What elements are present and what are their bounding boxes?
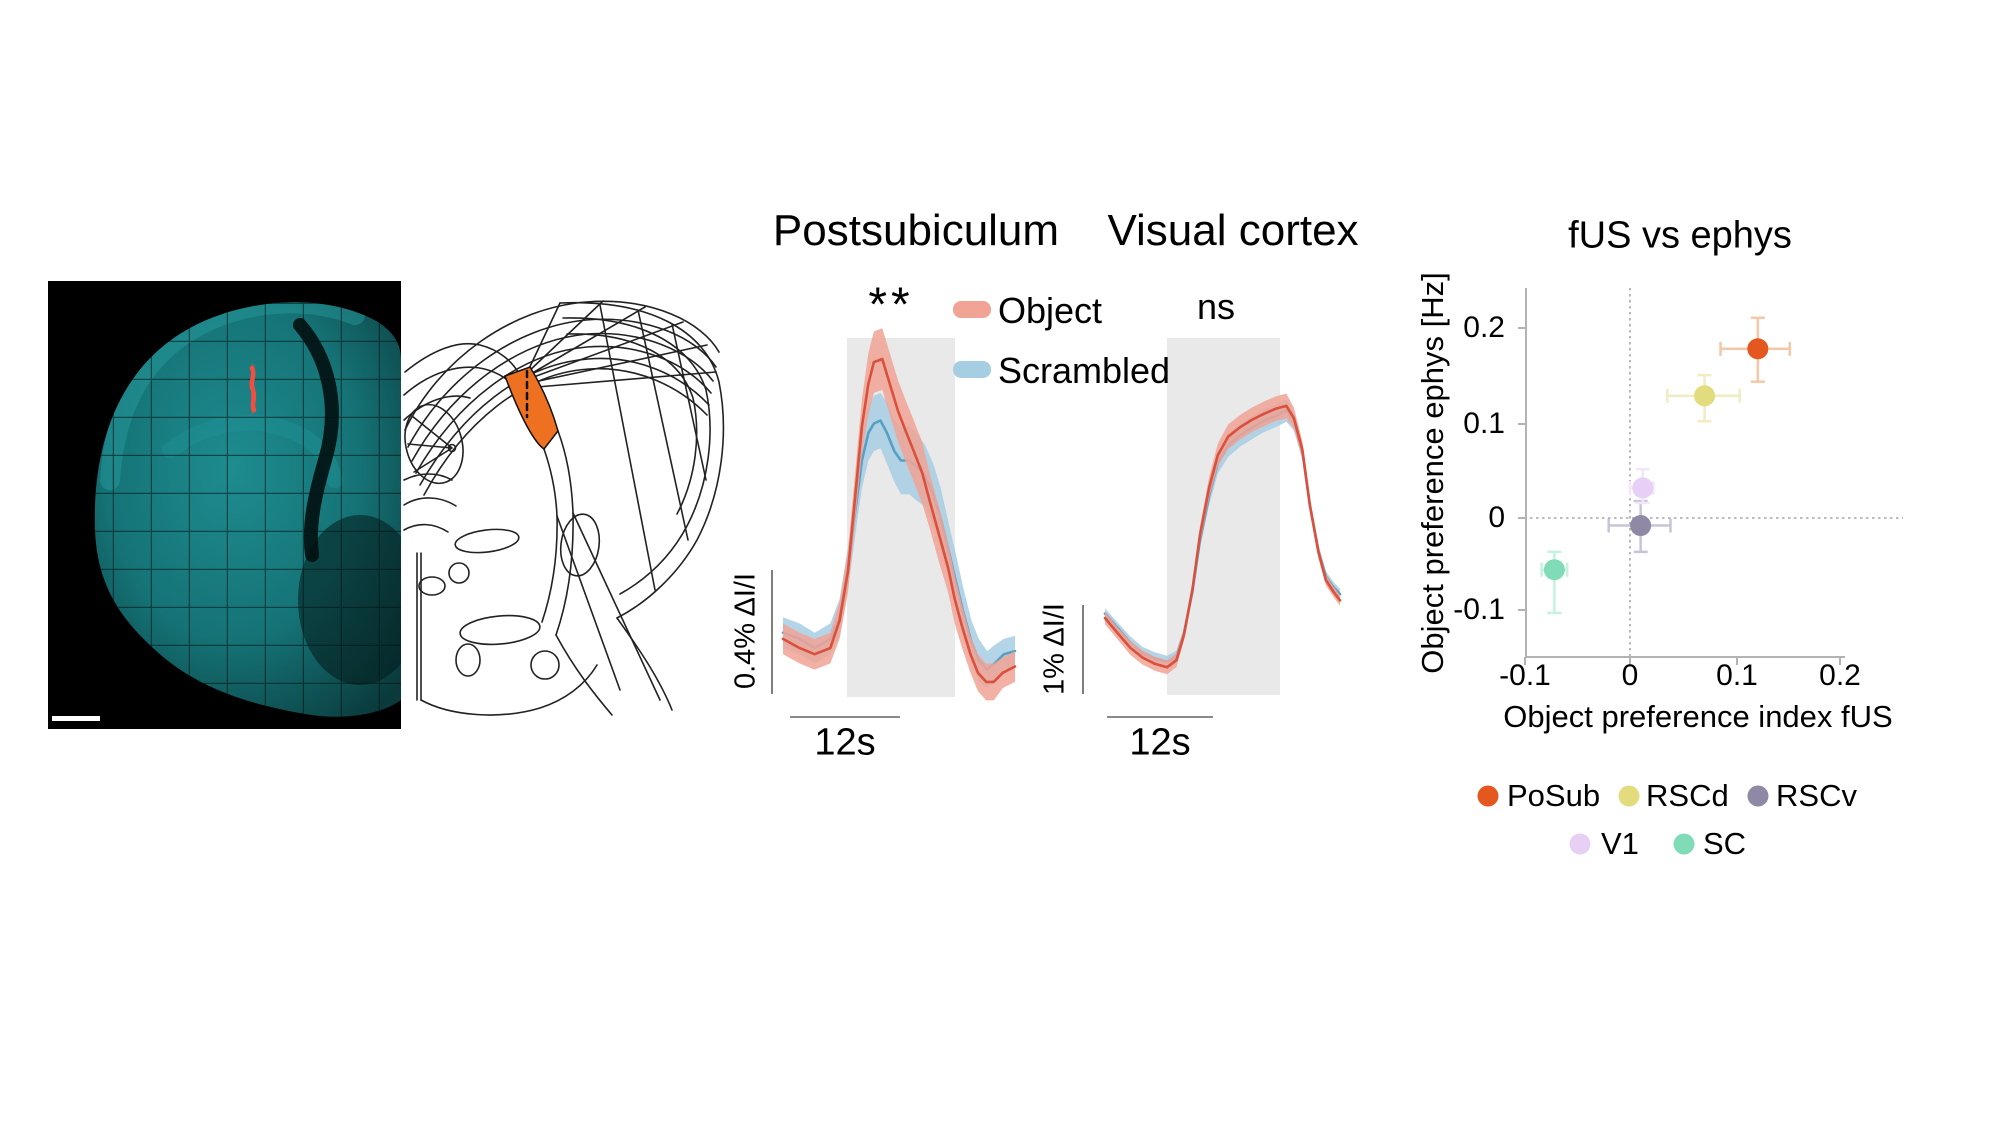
scale-bar xyxy=(52,716,100,721)
histology-image xyxy=(48,281,401,729)
sc-legend-label: SC xyxy=(1703,826,1747,861)
ytick-neg0.1: -0.1 xyxy=(1453,593,1505,626)
posub-legend-label: PoSub xyxy=(1507,778,1601,813)
vc-significance: ns xyxy=(1196,286,1236,327)
sc-legend-dot xyxy=(1673,833,1695,855)
vc-yscale-label: 1% ΔI/I xyxy=(1038,603,1071,695)
scatter-points xyxy=(1540,316,1791,615)
v1-legend-label: V1 xyxy=(1601,826,1639,861)
rscd-legend-label: RSCd xyxy=(1646,778,1729,813)
v1-legend-dot xyxy=(1569,833,1591,855)
postsubiculum-highlight xyxy=(504,366,559,451)
ytick-0.2: 0.2 xyxy=(1463,311,1505,344)
postsub-traces xyxy=(781,328,1017,701)
scatter-ylabel: Object preference ephys [Hz] xyxy=(1415,272,1450,674)
ytick-0: 0 xyxy=(1488,501,1505,534)
axis-ticks xyxy=(1518,327,1841,665)
rscd-legend-dot xyxy=(1618,785,1640,807)
scrambled-legend-swatch xyxy=(953,361,991,378)
xtick-0.1: 0.1 xyxy=(1716,659,1758,692)
postsub-xscale-label: 12s xyxy=(814,721,876,764)
xtick-0.2: 0.2 xyxy=(1819,659,1861,692)
scatter-title: fUS vs ephys xyxy=(1568,214,1792,257)
xtick-0: 0 xyxy=(1621,659,1639,692)
rscv-legend-dot xyxy=(1747,785,1769,807)
vc-plot xyxy=(1082,338,1342,718)
ytick-0.1: 0.1 xyxy=(1463,407,1505,440)
vc-traces xyxy=(1103,393,1342,675)
postsub-yscale-label: 0.4% ΔI/I xyxy=(729,572,762,690)
scatter-xlabel: Object preference index fUS xyxy=(1503,699,1893,734)
rscv-legend-label: RSCv xyxy=(1776,778,1857,813)
xtick-neg0.1: -0.1 xyxy=(1499,659,1551,692)
object-legend-swatch xyxy=(953,301,991,318)
scrambled-legend-label: Scrambled xyxy=(998,350,1171,391)
postsub-title: Postsubiculum xyxy=(772,206,1060,255)
object-legend-label: Object xyxy=(998,290,1103,331)
vc-xscale-label: 12s xyxy=(1129,721,1191,764)
vc-stim-box xyxy=(1167,338,1280,695)
atlas-diagram xyxy=(403,300,725,716)
vc-title: Visual cortex xyxy=(1107,206,1359,255)
postsub-plot xyxy=(771,328,1017,718)
scatter-plot xyxy=(1518,288,1903,665)
dii-track-marker xyxy=(247,363,259,415)
postsub-significance: ** xyxy=(868,278,914,332)
posub-legend-dot xyxy=(1477,785,1499,807)
